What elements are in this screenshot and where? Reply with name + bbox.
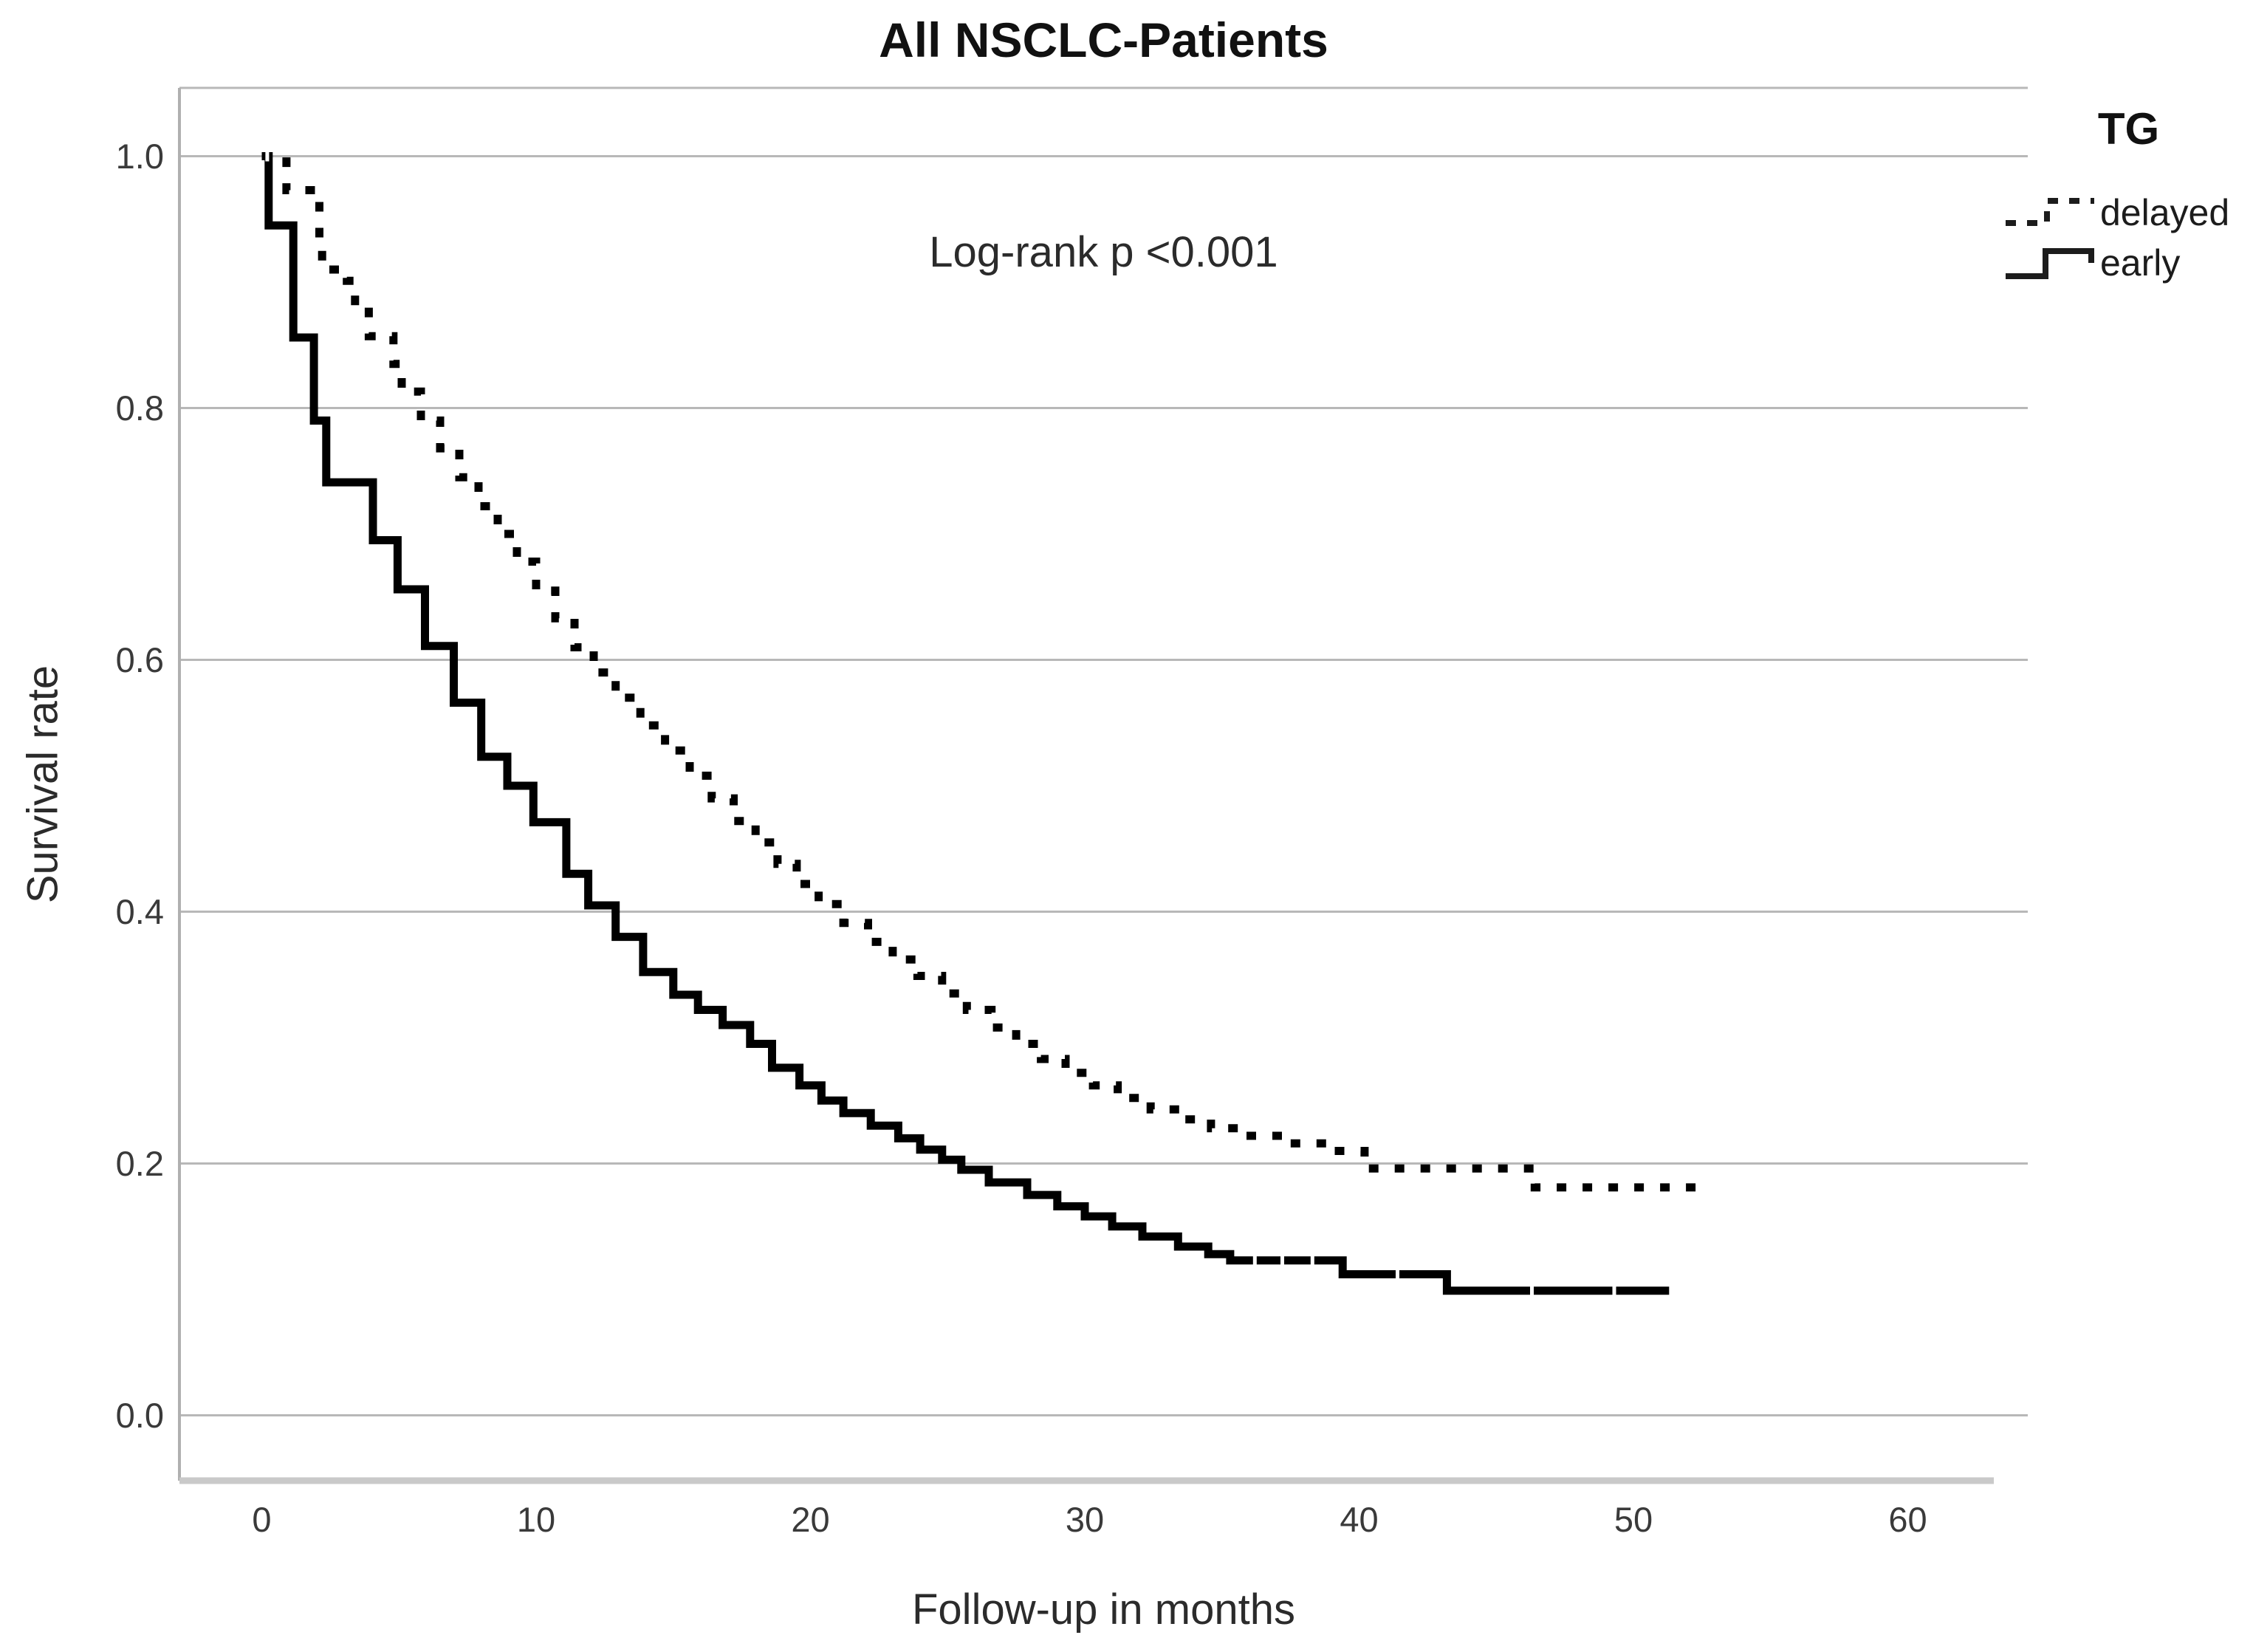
legend-item-label: delayed (2100, 192, 2230, 233)
x-tick-label: 20 (791, 1500, 830, 1539)
x-tick-label: 30 (1065, 1500, 1105, 1539)
legend-item-delayed: delayed (2004, 192, 2229, 233)
early-censor-tick (1310, 1255, 1314, 1266)
early-curve (261, 152, 1670, 1295)
early-censor-tick (1612, 1285, 1616, 1296)
x-axis-title: Follow-up in months (912, 1586, 1295, 1634)
log-rank-annotation: Log-rank p <0.001 (929, 228, 1278, 276)
solid-line-sample-icon (2006, 248, 2094, 279)
y-tick-label: 0.0 (115, 1395, 164, 1435)
legend-title: TG (2097, 104, 2160, 154)
early-censor-tick (1280, 1255, 1284, 1266)
y-axis-title: Survival rate (18, 665, 67, 904)
early-censor-tick (1396, 1269, 1399, 1280)
early-censor-tick (1252, 1255, 1257, 1266)
legend: TG delayed early (2004, 103, 2253, 284)
y-tick-label: 0.8 (115, 388, 164, 428)
chart-title: All NSCLC-Patients (879, 13, 1328, 67)
legend-item-label: early (2100, 242, 2181, 284)
y-tick-label: 1.0 (115, 136, 164, 176)
early-censor-tick (1099, 1190, 1103, 1201)
y-tick-label: 0.4 (115, 891, 164, 931)
x-tick-label: 10 (516, 1500, 556, 1539)
y-tick-label: 0.2 (115, 1143, 164, 1183)
x-tick-label: 0 (252, 1500, 272, 1539)
x-tick-label: 40 (1340, 1500, 1379, 1539)
early-censor-tick (1530, 1285, 1534, 1296)
dashed-line-sample-icon (2006, 198, 2094, 226)
x-tick-label: 50 (1614, 1500, 1653, 1539)
delayed-curve (261, 152, 1702, 1192)
y-tick-label: 0.6 (115, 640, 164, 679)
legend-item-early: early (2004, 242, 2180, 284)
x-tick-label: 60 (1888, 1500, 1927, 1539)
early-censor-tick (265, 151, 270, 162)
